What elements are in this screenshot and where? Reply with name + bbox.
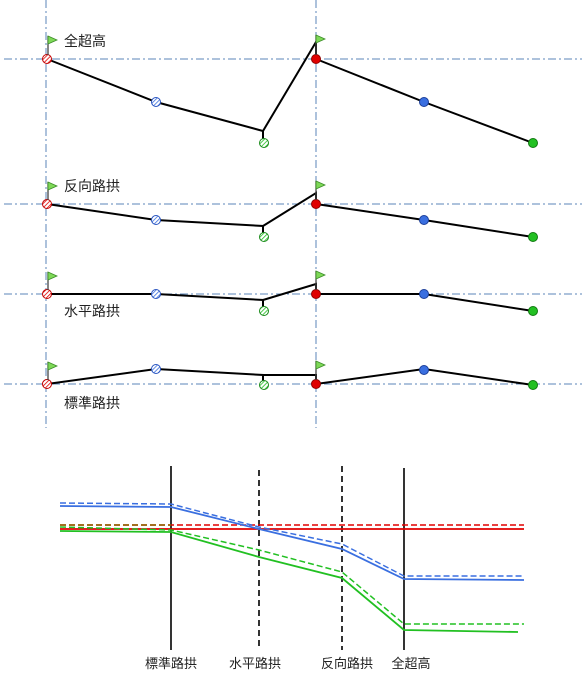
axis-label-reverse-crown: 反向路拱: [321, 656, 373, 672]
point-left-mid-row3: [151, 289, 161, 299]
row-label: 全超高: [64, 33, 106, 50]
green-edge-line-solid: [59, 530, 519, 633]
point-left-end-row1: [259, 138, 269, 148]
point-right-end-row2: [528, 232, 538, 242]
axis-label-level-crown: 水平路拱: [229, 656, 281, 672]
point-left-mid-row2: [151, 215, 161, 225]
point-right-mid-row3: [419, 289, 429, 299]
point-left-mid-row4: [151, 364, 161, 374]
row-full-superelevation: 全超高: [42, 33, 538, 148]
profile-left-row3: [47, 293, 264, 311]
flag-icon: [47, 35, 58, 55]
point-right-mid-row1: [419, 97, 429, 107]
flag-icon: [47, 361, 58, 380]
profile-right-row1: [262, 38, 534, 144]
green-edge-line-dashed: [59, 526, 524, 625]
point-right-edge-row3: [311, 289, 321, 299]
profile-left-row1: [46, 58, 264, 143]
point-right-end-row3: [528, 306, 538, 316]
point-left-edge-row3: [42, 289, 52, 299]
blue-center-line-dashed: [59, 502, 524, 577]
flag-icon: [315, 180, 326, 200]
row-reverse-crown: 反向路拱: [42, 179, 538, 242]
point-right-end-row4: [528, 380, 538, 390]
point-left-edge-row1: [42, 54, 52, 64]
row-normal-crown: 標準路拱: [42, 360, 538, 412]
point-right-edge-row1: [311, 54, 321, 64]
point-left-end-row4: [259, 380, 269, 390]
axis-label-full-superelevation: 全超高: [391, 656, 430, 672]
profile-left-row2: [46, 203, 264, 237]
flag-icon: [315, 34, 326, 55]
profile-left-row4: [46, 367, 264, 385]
blue-center-line-solid: [59, 505, 525, 581]
row-level-crown: 水平路拱: [42, 270, 538, 320]
point-right-end-row1: [528, 138, 538, 148]
profile-right-row3: [262, 282, 534, 312]
row-label: 水平路拱: [64, 304, 120, 320]
point-right-edge-row2: [311, 199, 321, 209]
flag-icon: [315, 360, 326, 380]
point-left-end-row2: [259, 232, 269, 242]
point-left-edge-row2: [42, 199, 52, 209]
row-label: 標準路拱: [64, 396, 120, 412]
profile-right-row4: [263, 367, 534, 386]
flag-icon: [47, 271, 58, 290]
profile-right-row2: [262, 191, 534, 238]
point-right-edge-row4: [311, 379, 321, 389]
transition-diagram: 標準路拱 水平路拱 反向路拱 全超高: [59, 466, 525, 672]
point-left-edge-row4: [42, 379, 52, 389]
row-label: 反向路拱: [64, 179, 120, 195]
point-left-end-row3: [259, 306, 269, 316]
flag-icon: [47, 181, 58, 200]
point-right-mid-row4: [419, 365, 429, 375]
flag-icon: [315, 270, 326, 290]
point-left-mid-row1: [151, 97, 161, 107]
axis-label-normal-crown: 標準路拱: [145, 656, 197, 672]
point-right-mid-row2: [419, 215, 429, 225]
